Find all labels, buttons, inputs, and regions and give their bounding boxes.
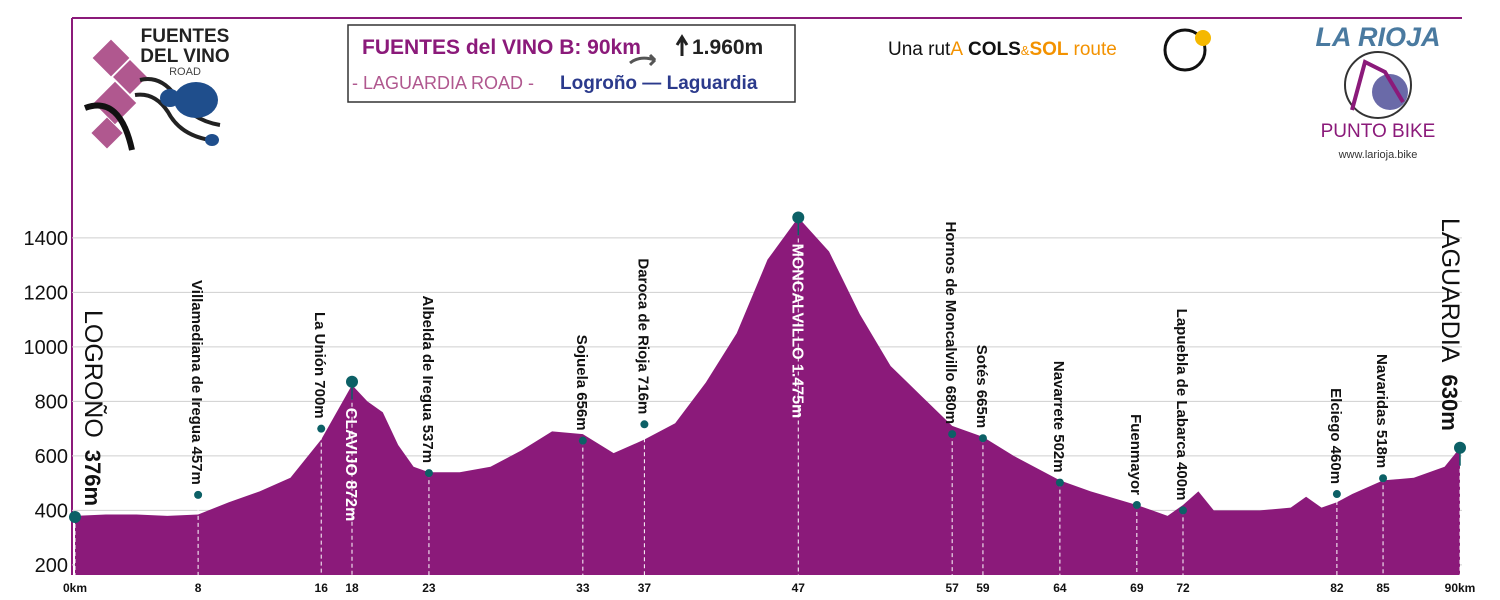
waypoint-marker [194,490,203,499]
y-tick-label: 400 [35,500,68,522]
logo-blot [174,82,218,118]
waypoint-marker [1379,474,1388,483]
x-tick-label: 64 [1053,581,1067,595]
waypoint-marker [346,375,358,388]
logo-road [134,92,211,142]
logo: FUENTES DEL VINO ROAD [83,26,230,151]
brand-logo [1372,74,1408,110]
waypoint-name: LOGROÑO [79,310,108,438]
waypoint-marker [978,434,987,443]
waypoint-marker [792,211,805,224]
waypoint-marker [1332,490,1341,499]
waypoint-elevation: 376m [80,450,105,506]
tagline-part: route [1074,39,1117,60]
waypoint-label: LOGROÑO 376m [79,310,108,506]
waypoint-label: Sojuela 656m [573,335,590,431]
tagline-icon [1163,28,1207,72]
arrow-icon [629,53,657,67]
brand: LA RIOJA [1315,22,1440,52]
tagline-part: COLS [968,39,1021,60]
y-tick-label: 800 [35,391,68,413]
waypoint-label: LAGUARDIA 630m [1436,218,1464,431]
x-tick-label: 90km [1445,581,1476,595]
logo-text: FUENTES [141,26,230,47]
logo-text: ROAD [169,66,201,78]
route: Logroño — Laguardia [560,73,758,94]
subtitle: - LAGUARDIA ROAD - [352,73,534,93]
waypoint-label: Sotés 665m [973,345,990,428]
waypoint-marker [578,436,587,445]
waypoint-label: Lapuebla de Labarca 400m [1173,309,1190,501]
logo-shape [92,39,130,77]
x-tick-label: 47 [792,581,806,595]
waypoint-label: Hornos de Moncalvillo 680m [942,222,959,425]
waypoint-label: CLAVIJO 872m [342,408,359,522]
climb: 1.960m [692,36,763,59]
waypoint-label: Elciego 460m [1327,388,1344,484]
logo-shape [91,117,123,149]
waypoint-label: Navaridas 518m [1373,354,1390,468]
y-tick-label: 200 [35,555,68,577]
tagline-icon [1195,30,1211,46]
tagline-part: Una rut [888,39,951,60]
x-tick-label: 18 [345,581,359,595]
logo-blot [205,134,219,146]
brand-logo [1350,59,1405,111]
waypoint-label: Navarrete 502m [1050,361,1067,473]
elevation-area [75,217,1460,575]
waypoint-label: Villamediana de Iregua 457m [188,280,205,485]
waypoint-marker [424,469,433,478]
y-tick-label: 600 [35,446,68,468]
x-tick-label: 85 [1376,581,1390,595]
x-tick-label: 16 [315,581,329,595]
logo-wheel [83,102,135,151]
title: FUENTES del VINO B: 90km [362,36,641,59]
plot [69,211,1466,575]
waypoint-label: MONCALVILLO 1.475m [788,243,805,418]
waypoint-label: Daroca de Rioja 716m [634,258,651,414]
tagline-part: SOL [1029,39,1068,60]
logo-text: DEL VINO [140,46,229,67]
x-tick-label: 8 [195,581,202,595]
x-tick-label: 0km [63,581,87,595]
climb-icon [675,34,689,56]
x-tick-label: 57 [945,581,959,595]
waypoint-elevation: 630m [1437,374,1462,430]
waypoint-name: LAGUARDIA [1436,218,1464,363]
logo-blot [160,89,180,107]
waypoint-marker [317,424,326,433]
waypoint-marker [948,430,957,439]
x-tick-label: 82 [1330,581,1344,595]
tagline-part: & [1021,43,1030,58]
x-tick-label: 33 [576,581,590,595]
logo-shape [113,60,147,94]
title-box [347,24,796,103]
waypoint-label: Fuenmayor [1127,414,1144,495]
x-tick-label: 23 [422,581,436,595]
waypoint-label: Albelda de Iregua 537m [419,295,436,463]
y-tick-label: 1200 [24,282,69,304]
x-tick-label: 37 [638,581,652,595]
tagline: Una rutA COLS&SOL route [888,39,1117,60]
x-tick-label: 59 [976,581,990,595]
waypoint-label: La Unión 700m [311,312,328,419]
waypoint-marker [640,420,649,429]
waypoint-marker [1132,500,1141,509]
x-tick-label: 69 [1130,581,1144,595]
brand2: PUNTO BIKE [1321,121,1436,142]
url: www.larioja.bike [1338,149,1418,161]
tagline-part: A [950,39,963,60]
waypoint-marker [1179,506,1187,515]
y-tick-label: 1000 [24,337,69,359]
y-tick-label: 1400 [24,228,69,250]
waypoint-marker [1454,441,1466,454]
waypoint-marker [1055,478,1064,487]
x-tick-label: 72 [1176,581,1190,595]
waypoint-marker [69,510,81,523]
